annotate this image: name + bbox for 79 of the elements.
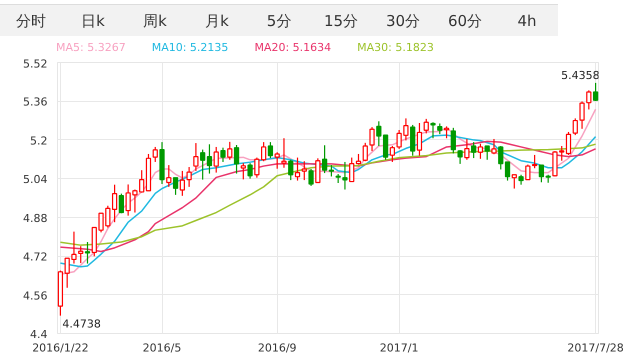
candlestick: [302, 160, 307, 181]
candlestick: [518, 174, 524, 186]
candlestick: [471, 142, 476, 159]
text: 5分: [266, 11, 292, 32]
text: 30分: [384, 11, 422, 32]
text: 4h: [516, 11, 538, 32]
x-tick-label: 2017/7/28: [567, 342, 624, 354]
candlestick: [336, 173, 341, 184]
candlestick: [450, 127, 456, 154]
y-tick-label: 4.88: [23, 212, 48, 225]
candlestick: [294, 156, 300, 182]
candlestick: [525, 164, 530, 180]
candlestick: [342, 161, 348, 190]
x-tick-label: 2016/1/22: [32, 342, 89, 354]
candlestick: [512, 174, 517, 190]
candlestick: [227, 141, 232, 160]
candlestick: [586, 90, 592, 110]
annotation: 5.4358: [561, 68, 600, 82]
candlestick: [369, 126, 375, 152]
y-tick-label: 5.04: [23, 173, 48, 186]
candlestick: [234, 144, 240, 174]
candlestick: [532, 154, 538, 169]
candlestick: [592, 82, 598, 102]
text: 60分: [446, 11, 484, 32]
candlestick: [430, 122, 436, 139]
candlestick: [78, 246, 84, 264]
text: 分时: [15, 11, 47, 32]
candlestick: [362, 142, 368, 162]
candlestick: [274, 152, 280, 170]
x-tick-label: 2017/1: [380, 342, 418, 354]
candlestick: [220, 147, 226, 163]
candlestick: [315, 158, 320, 184]
candlestick: [172, 177, 178, 196]
candlestick: [240, 162, 246, 180]
candlestick: [281, 138, 287, 168]
y-tick-label: 4.72: [23, 250, 48, 264]
candlestick: [424, 118, 429, 134]
candlestick: [84, 241, 90, 264]
candlestick: [186, 166, 192, 188]
candlestick: [464, 138, 470, 160]
candlestick: [308, 168, 314, 186]
y-tick-label: 4.56: [23, 289, 48, 302]
text: MA30: 5.1823: [357, 41, 434, 54]
text: MA5: 5.3267: [56, 41, 126, 54]
candlestick: [193, 142, 199, 172]
text: 日k: [80, 11, 106, 32]
candlestick: [118, 193, 124, 214]
y-tick-label: 4.4: [30, 328, 48, 341]
candlestick: [572, 118, 578, 136]
candlestick: [457, 149, 463, 164]
candlestick: [437, 122, 442, 135]
candlestick: [579, 100, 585, 130]
candlestick: [328, 164, 334, 178]
candlestick: [268, 142, 274, 159]
candlestick: [390, 145, 395, 163]
candlestick: [478, 143, 484, 160]
candlestick: [322, 144, 328, 174]
candlestick: [152, 146, 158, 163]
y-tick-label: 5.52: [23, 58, 48, 70]
x-tick-label: 2016/9: [258, 342, 297, 354]
candlestick: [288, 159, 294, 181]
candlestick: [214, 146, 219, 174]
text: MA10: 5.2135: [152, 41, 228, 54]
candlestick: [166, 164, 172, 188]
candlestick: [410, 124, 416, 156]
text: 15分: [322, 11, 360, 32]
text: 月k: [204, 11, 230, 32]
candlestick: [247, 162, 253, 180]
y-tick-label: 5.2: [30, 134, 48, 148]
text: 周k: [142, 11, 168, 32]
candlestick: [416, 122, 422, 156]
text: MA20: 5.1634: [254, 41, 332, 54]
x-tick-label: 2016/5: [142, 342, 182, 354]
candlestick: [491, 138, 497, 155]
annotation: 4.4738: [62, 318, 101, 331]
candlestick: [484, 145, 490, 160]
candlestick: [444, 126, 450, 139]
candlestick: [180, 170, 185, 196]
y-tick-label: 5.36: [23, 96, 48, 109]
